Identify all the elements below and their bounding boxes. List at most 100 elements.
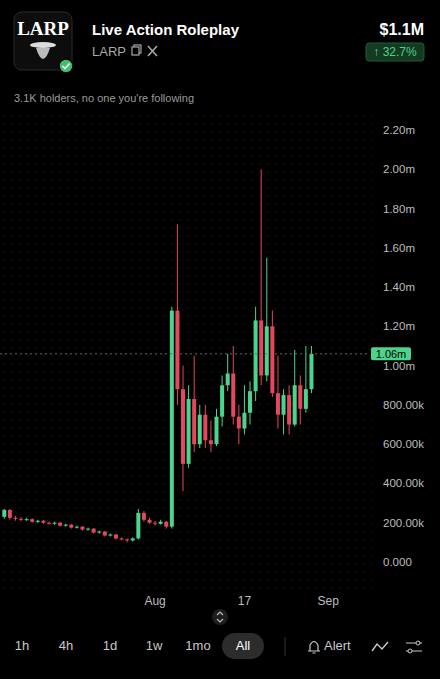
candle-body — [254, 320, 258, 391]
candle-body — [103, 532, 107, 536]
candle-body — [309, 354, 313, 389]
candle-body — [187, 399, 191, 464]
candle-wick — [277, 356, 278, 429]
y-tick-label: 200.00k — [383, 517, 424, 529]
y-tick-label: 1.80m — [383, 203, 415, 215]
background — [0, 0, 440, 679]
candle-body — [282, 395, 286, 415]
timeframe-selected — [222, 633, 264, 659]
candle-body — [125, 539, 129, 540]
y-tick-label: 2.20m — [383, 124, 415, 136]
copy-icon — [132, 47, 139, 55]
y-tick-label: 800.00k — [383, 399, 424, 411]
candle-wick — [210, 421, 211, 452]
timeframe[interactable]: 1d — [103, 638, 117, 653]
header: LARP Live Action Roleplay LARP $1.1M ↑ 32.7%… — [14, 12, 424, 104]
candle-body — [64, 525, 68, 526]
candle-body — [248, 391, 252, 413]
settings-knob — [408, 649, 412, 653]
candle-body — [159, 522, 163, 524]
candle-body — [114, 535, 118, 539]
candle-body — [142, 513, 146, 520]
candle-body — [181, 389, 185, 464]
token-ticker: LARP — [92, 44, 126, 59]
bell-icon — [308, 642, 320, 654]
candle-body — [147, 520, 151, 523]
candle-body — [237, 417, 241, 429]
candle-body — [53, 523, 57, 524]
candle-body — [242, 413, 246, 429]
candle-body — [30, 519, 34, 522]
timeframe[interactable]: 1w — [146, 638, 163, 653]
logo-figure — [36, 48, 50, 59]
timeframe[interactable]: 1h — [15, 638, 29, 653]
candle-body — [226, 373, 230, 385]
y-tick-label: 1.00m — [383, 360, 415, 372]
change: ↑ 32.7% — [373, 45, 417, 59]
candle-body — [136, 513, 140, 539]
plot-background — [0, 112, 372, 590]
chart: 0.000200.00k400.00k600.00k800.00k1.00m1.… — [0, 124, 424, 608]
expand-icon — [217, 612, 223, 622]
candle-body — [164, 522, 168, 527]
candle-body — [203, 415, 207, 441]
candle-body — [80, 527, 84, 530]
candle-body — [209, 440, 213, 444]
candle-body — [131, 538, 135, 540]
x-tick-label: Sep — [318, 594, 340, 608]
candle-body — [8, 510, 12, 518]
y-tick-label: 1.20m — [383, 320, 415, 332]
y-tick-label: 400.00k — [383, 477, 424, 489]
price: $1.1M — [380, 21, 424, 38]
candle-body — [259, 320, 263, 375]
separator — [285, 637, 286, 656]
screen: LARP Live Action Roleplay LARP $1.1M ↑ 32.7%… — [0, 0, 440, 679]
candle-body — [287, 395, 291, 424]
token-name: Live Action Roleplay — [92, 21, 240, 38]
y-tick-label: 600.00k — [383, 438, 424, 450]
logo-text: LARP — [17, 18, 69, 39]
candle-body — [192, 399, 196, 444]
candle-body — [265, 326, 269, 375]
candle-body — [120, 538, 124, 539]
candle-body — [36, 521, 40, 522]
candle-body — [25, 519, 29, 520]
x-tick-label: 17 — [238, 594, 252, 608]
candle-body — [86, 529, 90, 530]
candle-body — [92, 529, 96, 533]
holders-note: 3.1K holders, no one you're following — [14, 92, 194, 104]
candle-body — [69, 525, 73, 528]
candle-body — [293, 385, 297, 424]
y-tick-label: 2.00m — [383, 163, 415, 175]
current-price-badge — [371, 347, 411, 360]
candle-wick — [227, 354, 228, 391]
y-tick-label: 0.000 — [383, 556, 412, 568]
candle-body — [153, 523, 157, 524]
line-chart-icon[interactable] — [372, 642, 388, 651]
x-tick-label: Aug — [144, 594, 165, 608]
candle-body — [304, 389, 308, 409]
candle-body — [175, 311, 179, 390]
settings-knob — [416, 641, 420, 645]
timeframe[interactable]: 4h — [59, 638, 73, 653]
timeframe[interactable]: 1mo — [185, 638, 210, 653]
alert[interactable]: Alert — [324, 638, 351, 653]
candle-body — [231, 373, 235, 416]
candle-body — [41, 521, 45, 523]
candle-body — [220, 385, 224, 416]
candle-body — [2, 510, 6, 517]
verified-check — [63, 64, 70, 69]
expand-button[interactable] — [212, 609, 228, 625]
candle-body — [47, 523, 51, 524]
candle-body — [97, 532, 101, 533]
timeframe[interactable]: All — [236, 638, 251, 653]
candle-body — [198, 415, 202, 444]
x-icon[interactable] — [148, 46, 157, 56]
current-price-label: 1.06m — [376, 348, 407, 360]
candles — [2, 169, 313, 542]
candle-body — [19, 519, 23, 520]
change-badge — [366, 43, 424, 61]
verified-badge — [59, 59, 73, 73]
candle-body — [13, 518, 17, 519]
candle-body — [270, 326, 274, 393]
